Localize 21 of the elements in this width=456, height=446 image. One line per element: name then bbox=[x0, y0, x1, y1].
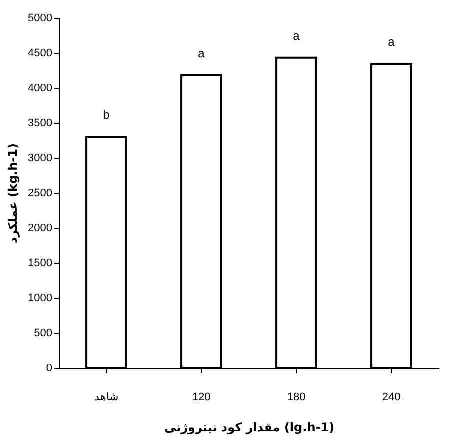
annotation: a bbox=[198, 46, 206, 60]
y-tick-label: 5000 bbox=[28, 12, 52, 24]
y-tick-label: 2500 bbox=[28, 188, 52, 200]
y-axis-title: عملکرد (kg.h-1) bbox=[6, 144, 20, 244]
y-tick-label: 3500 bbox=[28, 118, 52, 130]
annotation: a bbox=[388, 35, 396, 50]
y-tick-label: 4000 bbox=[28, 82, 52, 94]
y-tick-label: 500 bbox=[34, 328, 52, 340]
annotation: a bbox=[293, 28, 300, 43]
y-tick-label: 1000 bbox=[28, 292, 52, 304]
x-axis-title: مقدار کود نیتروژنی (lg.h-1) bbox=[164, 420, 335, 434]
x-tick-label: 240 bbox=[382, 392, 401, 404]
y-tick-label: 2000 bbox=[28, 222, 52, 234]
y-tick-label: 0 bbox=[46, 362, 52, 374]
annotation: b bbox=[103, 108, 110, 122]
x-tick-label: شاهد bbox=[94, 392, 118, 404]
x-tick-label: 180 bbox=[287, 392, 306, 404]
y-tick-label: 1500 bbox=[28, 258, 52, 270]
x-tick-label: 120 bbox=[192, 392, 211, 404]
y-tick-label: 4500 bbox=[28, 48, 52, 60]
y-tick-label: 3000 bbox=[28, 152, 52, 164]
